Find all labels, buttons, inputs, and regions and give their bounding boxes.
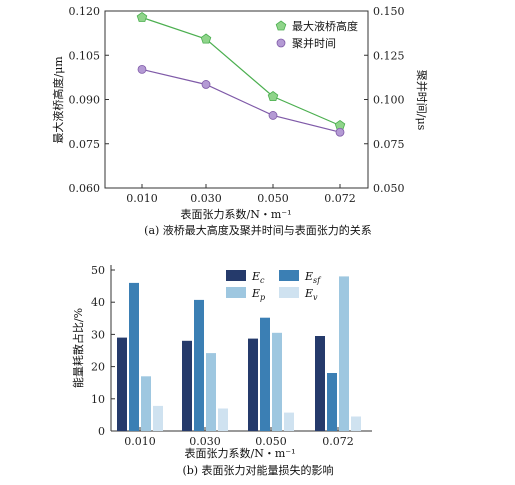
chart-b-legend-label: Ec xyxy=(251,270,265,285)
chart-b-x-axis-label: 表面张力系数/N・m⁻¹ xyxy=(185,446,296,460)
chart-a-legend-label: 聚并时间 xyxy=(292,36,336,50)
chart-b-bar-sf xyxy=(327,373,337,431)
chart-b-bar-v xyxy=(351,416,361,431)
chart-b-x-tick-label: 0.030 xyxy=(189,435,221,448)
chart-b-legend-swatch xyxy=(279,270,299,281)
chart-a-right-axis-label: 聚并时间/μs xyxy=(415,70,429,131)
chart-a-point-time xyxy=(137,65,147,74)
chart-a-x-axis-label: 表面张力系数/N・m⁻¹ xyxy=(181,207,292,221)
chart-b-legend-label: Esf xyxy=(304,270,322,285)
chart-b-bar-v xyxy=(153,405,163,431)
chart-a-point-time xyxy=(335,127,345,137)
chart-a-right-tick-label: 0.125 xyxy=(373,49,405,62)
chart-b-x-tick-label: 0.010 xyxy=(124,435,156,448)
chart-a-point-height xyxy=(267,91,279,101)
chart-b-legend-swatch xyxy=(226,287,246,298)
chart-b-y-axis-label: 能量耗散占比/% xyxy=(71,308,85,388)
chart-a-right-tick-label: 0.100 xyxy=(373,94,405,107)
chart-b-bar-p xyxy=(141,376,151,431)
chart-b-bar-c xyxy=(117,337,127,431)
chart-a-point-time xyxy=(268,111,278,120)
chart-b-bar-v xyxy=(284,412,294,431)
chart-b-bar-p xyxy=(206,353,216,431)
chart-b-bar-sf xyxy=(129,282,139,431)
chart-b-x-tick-label: 0.050 xyxy=(255,435,287,448)
chart-a-legend-marker xyxy=(276,38,286,48)
chart-a-point-time xyxy=(201,80,211,89)
chart-b-x-tick-label: 0.072 xyxy=(322,435,354,448)
chart-a: 最大液桥高度/μm 聚并时间/μs 表面张力系数/N・m⁻¹ (a) 液桥最大高… xyxy=(51,5,429,237)
chart-a-right-tick-label: 0.050 xyxy=(373,182,405,195)
chart-b-legend-label: Ev xyxy=(304,287,318,302)
chart-a-left-tick-label: 0.060 xyxy=(69,182,101,195)
chart-b-legend-label: Ep xyxy=(251,287,265,302)
chart-a-left-tick-label: 0.105 xyxy=(69,49,101,62)
chart-b-legend-swatch xyxy=(226,270,246,281)
chart-a-x-tick-label: 0.072 xyxy=(324,192,356,205)
chart-a-legend-marker xyxy=(275,20,287,31)
chart-b-y-tick-label: 30 xyxy=(91,328,105,341)
chart-b-y-tick-label: 40 xyxy=(91,296,105,309)
chart-a-x-tick-label: 0.050 xyxy=(257,192,289,205)
chart-a-left-axis-label: 最大液桥高度/μm xyxy=(51,56,65,144)
chart-a-x-tick-label: 0.010 xyxy=(126,192,158,205)
chart-a-left-tick-label: 0.090 xyxy=(69,94,101,107)
chart-a-point-height xyxy=(136,12,148,22)
chart-a-caption: (a) 液桥最大高度及聚并时间与表面张力的关系 xyxy=(144,223,372,237)
chart-b-y-tick-label: 0 xyxy=(98,425,105,438)
chart-b-bar-p xyxy=(339,276,349,431)
chart-a-right-tick-label: 0.075 xyxy=(373,138,405,151)
chart-b-y-tick-label: 50 xyxy=(91,264,105,277)
chart-b-bar-v xyxy=(218,408,228,431)
chart-b-y-tick-label: 10 xyxy=(91,393,105,406)
chart-b: 能量耗散占比/% 表面张力系数/N・m⁻¹ (b) 表面张力对能量损失的影响 E… xyxy=(71,264,372,477)
chart-a-left-tick-label: 0.120 xyxy=(69,5,101,18)
chart-b-bar-sf xyxy=(260,317,270,431)
chart-a-right-tick-label: 0.150 xyxy=(373,5,405,18)
chart-a-x-tick-label: 0.030 xyxy=(190,192,222,205)
chart-b-caption: (b) 表面张力对能量损失的影响 xyxy=(182,463,333,477)
chart-b-bar-p xyxy=(272,332,282,431)
chart-b-bar-c xyxy=(248,338,258,431)
chart-a-legend-label: 最大液桥高度 xyxy=(292,19,358,33)
chart-b-legend-swatch xyxy=(279,287,299,298)
chart-a-series-line xyxy=(141,16,341,127)
chart-a-series-line xyxy=(141,68,341,133)
chart-b-bar-c xyxy=(182,340,192,431)
chart-a-point-height xyxy=(200,33,212,44)
chart-b-bar-sf xyxy=(194,299,204,431)
chart-a-left-tick-label: 0.075 xyxy=(69,138,101,151)
chart-b-legend: Ec Esf Ep Ev xyxy=(226,270,322,302)
chart-b-bar-c xyxy=(315,336,325,431)
chart-b-y-tick-label: 20 xyxy=(91,361,105,374)
